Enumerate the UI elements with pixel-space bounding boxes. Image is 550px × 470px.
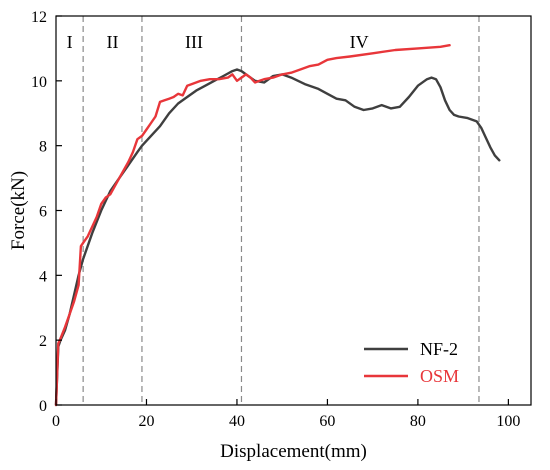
plot-frame bbox=[55, 15, 532, 406]
region-label: III bbox=[185, 32, 203, 52]
x-tick-label: 60 bbox=[319, 413, 335, 430]
x-tick-label: 40 bbox=[229, 413, 245, 430]
y-tick-label: 4 bbox=[39, 268, 47, 285]
legend-label: OSM bbox=[420, 366, 459, 386]
y-tick-label: 10 bbox=[31, 74, 47, 91]
y-axis-title: Force(kN) bbox=[8, 171, 29, 250]
legend: NF-2 OSM bbox=[364, 339, 459, 386]
y-tick-label: 2 bbox=[39, 333, 47, 350]
x-tick-label: 0 bbox=[52, 413, 60, 430]
legend-label: NF-2 bbox=[420, 339, 458, 359]
region-label: IV bbox=[350, 32, 369, 52]
x-tick-label: 80 bbox=[410, 413, 426, 430]
region-label: I bbox=[67, 32, 73, 52]
region-labels: I II III IV bbox=[67, 32, 369, 52]
y-tick-label: 12 bbox=[31, 9, 47, 26]
region-label: II bbox=[107, 32, 119, 52]
y-tick-label: 8 bbox=[39, 139, 47, 156]
x-tick-label: 20 bbox=[138, 413, 154, 430]
region-dividers bbox=[82, 16, 480, 405]
y-tick-label: 6 bbox=[39, 204, 47, 221]
series-lines bbox=[54, 44, 501, 407]
axis-ticks: 0 20 40 60 80 100 0 2 4 6 8 10 12 bbox=[31, 9, 520, 430]
y-tick-label: 0 bbox=[39, 398, 47, 415]
x-tick-label: 100 bbox=[496, 413, 520, 430]
x-axis-title: Displacement(mm) bbox=[220, 441, 367, 462]
series-line bbox=[54, 44, 451, 407]
